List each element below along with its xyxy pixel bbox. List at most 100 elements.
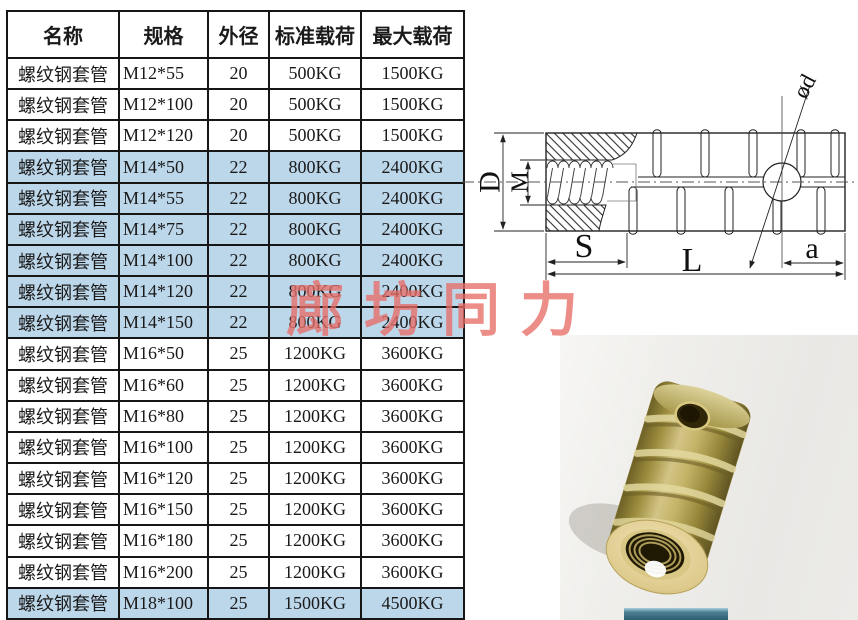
dim-label-socket-length: S — [575, 228, 594, 265]
cell-outer-diameter: 22 — [207, 181, 270, 215]
cell-max-load: 2400KG — [360, 181, 465, 215]
cell-max-load: 1500KG — [360, 56, 465, 91]
cell-max-load: 1500KG — [360, 88, 465, 122]
cell-max-load: 4500KG — [360, 586, 465, 620]
column-header-spec: 规格 — [118, 10, 209, 59]
cell-spec: M14*75 — [118, 212, 209, 246]
cell-name: 螺纹钢套管 — [6, 88, 120, 122]
cell-outer-diameter: 20 — [207, 88, 270, 122]
section-hatch — [545, 132, 638, 232]
cell-max-load: 2400KG — [360, 243, 465, 278]
cell-spec: M16*150 — [118, 493, 209, 527]
cell-spec: M14*100 — [118, 243, 209, 278]
cell-max-load: 3600KG — [360, 399, 465, 433]
cell-standard-load: 1200KG — [268, 399, 362, 433]
cell-name: 螺纹钢套管 — [6, 462, 120, 496]
cell-name: 螺纹钢套管 — [6, 430, 120, 465]
cell-name: 螺纹钢套管 — [6, 275, 120, 309]
cell-spec: M16*50 — [118, 337, 209, 371]
table-row: 螺纹钢套管 M12*120 20 500KG 1500KG — [6, 119, 465, 153]
cell-name: 螺纹钢套管 — [6, 150, 120, 184]
cell-max-load: 2400KG — [360, 306, 465, 340]
table-row: 螺纹钢套管 M14*55 22 800KG 2400KG — [6, 181, 465, 215]
cell-name: 螺纹钢套管 — [6, 119, 120, 153]
column-header-max-load: 最大载荷 — [360, 10, 465, 59]
bottom-strip-object — [624, 608, 728, 620]
dim-label-hole-offset: a — [805, 232, 818, 265]
table-row: 螺纹钢套管 M16*120 25 1200KG 3600KG — [6, 462, 465, 496]
table-row: 螺纹钢套管 M16*80 25 1200KG 3600KG — [6, 399, 465, 433]
cell-standard-load: 1200KG — [268, 430, 362, 465]
cell-standard-load: 800KG — [268, 306, 362, 340]
cell-standard-load: 1200KG — [268, 555, 362, 589]
cell-max-load: 3600KG — [360, 368, 465, 402]
table-row: 螺纹钢套管 M16*200 25 1200KG 3600KG — [6, 555, 465, 589]
cell-max-load: 2400KG — [360, 150, 465, 184]
cell-name: 螺纹钢套管 — [6, 524, 120, 558]
dim-label-outer-diameter: D — [474, 171, 507, 193]
cell-max-load: 3600KG — [360, 493, 465, 527]
cell-spec: M14*55 — [118, 181, 209, 215]
cell-standard-load: 1200KG — [268, 493, 362, 527]
cell-name: 螺纹钢套管 — [6, 243, 120, 278]
external-thread-pattern — [628, 129, 845, 235]
cell-spec: M18*100 — [118, 586, 209, 620]
cell-standard-load: 1200KG — [268, 337, 362, 371]
cell-name: 螺纹钢套管 — [6, 181, 120, 215]
cell-standard-load: 800KG — [268, 212, 362, 246]
dim-label-total-length: L — [682, 242, 703, 279]
cell-name: 螺纹钢套管 — [6, 56, 120, 91]
table-row: 螺纹钢套管 M16*100 25 1200KG 3600KG — [6, 430, 465, 465]
cell-standard-load: 1200KG — [268, 524, 362, 558]
column-header-standard-load: 标准载荷 — [268, 10, 362, 59]
cell-outer-diameter: 22 — [207, 275, 270, 309]
cell-outer-diameter: 22 — [207, 150, 270, 184]
cell-outer-diameter: 22 — [207, 212, 270, 246]
cell-max-load: 1500KG — [360, 119, 465, 153]
cell-spec: M16*180 — [118, 524, 209, 558]
dimension-lines — [494, 84, 846, 280]
table-row: 螺纹钢套管 M14*150 22 800KG 2400KG — [6, 306, 465, 340]
table-row: 螺纹钢套管 M14*75 22 800KG 2400KG — [6, 212, 465, 246]
cell-outer-diameter: 25 — [207, 462, 270, 496]
internal-thread — [546, 160, 637, 205]
cell-standard-load: 800KG — [268, 243, 362, 278]
cell-max-load: 2400KG — [360, 212, 465, 246]
cell-outer-diameter: 25 — [207, 430, 270, 465]
product-photo — [560, 335, 858, 620]
cell-standard-load: 800KG — [268, 150, 362, 184]
cell-outer-diameter: 25 — [207, 586, 270, 620]
cell-outer-diameter: 20 — [207, 56, 270, 91]
threaded-insert-photo — [568, 381, 751, 620]
spec-table-body: 螺纹钢套管 M12*55 20 500KG 1500KG 螺纹钢套管 M12*100 20 50… — [6, 56, 465, 620]
table-row: 螺纹钢套管 M14*120 22 800KG 2400KG — [6, 275, 465, 309]
table-header-row: 名称 规格 外径 标准载荷 最大载荷 — [6, 10, 465, 59]
cell-outer-diameter: 25 — [207, 368, 270, 402]
cell-outer-diameter: 25 — [207, 524, 270, 558]
dim-label-hole-diameter: ød — [788, 70, 821, 102]
cell-name: 螺纹钢套管 — [6, 493, 120, 527]
cell-outer-diameter: 25 — [207, 493, 270, 527]
cell-spec: M14*120 — [118, 275, 209, 309]
cell-spec: M12*55 — [118, 56, 209, 91]
cell-max-load: 3600KG — [360, 337, 465, 371]
cell-outer-diameter: 20 — [207, 119, 270, 153]
cell-name: 螺纹钢套管 — [6, 337, 120, 371]
insert-bottom-face — [605, 519, 709, 595]
cell-standard-load: 500KG — [268, 88, 362, 122]
cell-spec: M16*200 — [118, 555, 209, 589]
cell-max-load: 3600KG — [360, 524, 465, 558]
cell-spec: M12*100 — [118, 88, 209, 122]
cell-name: 螺纹钢套管 — [6, 586, 120, 620]
cell-spec: M14*50 — [118, 150, 209, 184]
table-row: 螺纹钢套管 M16*180 25 1200KG 3600KG — [6, 524, 465, 558]
cell-spec: M12*120 — [118, 119, 209, 153]
cell-standard-load: 1200KG — [268, 368, 362, 402]
cell-name: 螺纹钢套管 — [6, 212, 120, 246]
cell-max-load: 2400KG — [360, 275, 465, 309]
column-header-outer-diameter: 外径 — [207, 10, 270, 59]
cell-spec: M16*100 — [118, 430, 209, 465]
spec-table: 名称 规格 外径 标准载荷 最大载荷 螺纹钢套管 M12*55 20 500KG 150… — [6, 10, 465, 620]
cell-max-load: 3600KG — [360, 555, 465, 589]
table-row: 螺纹钢套管 M14*100 22 800KG 2400KG — [6, 243, 465, 278]
